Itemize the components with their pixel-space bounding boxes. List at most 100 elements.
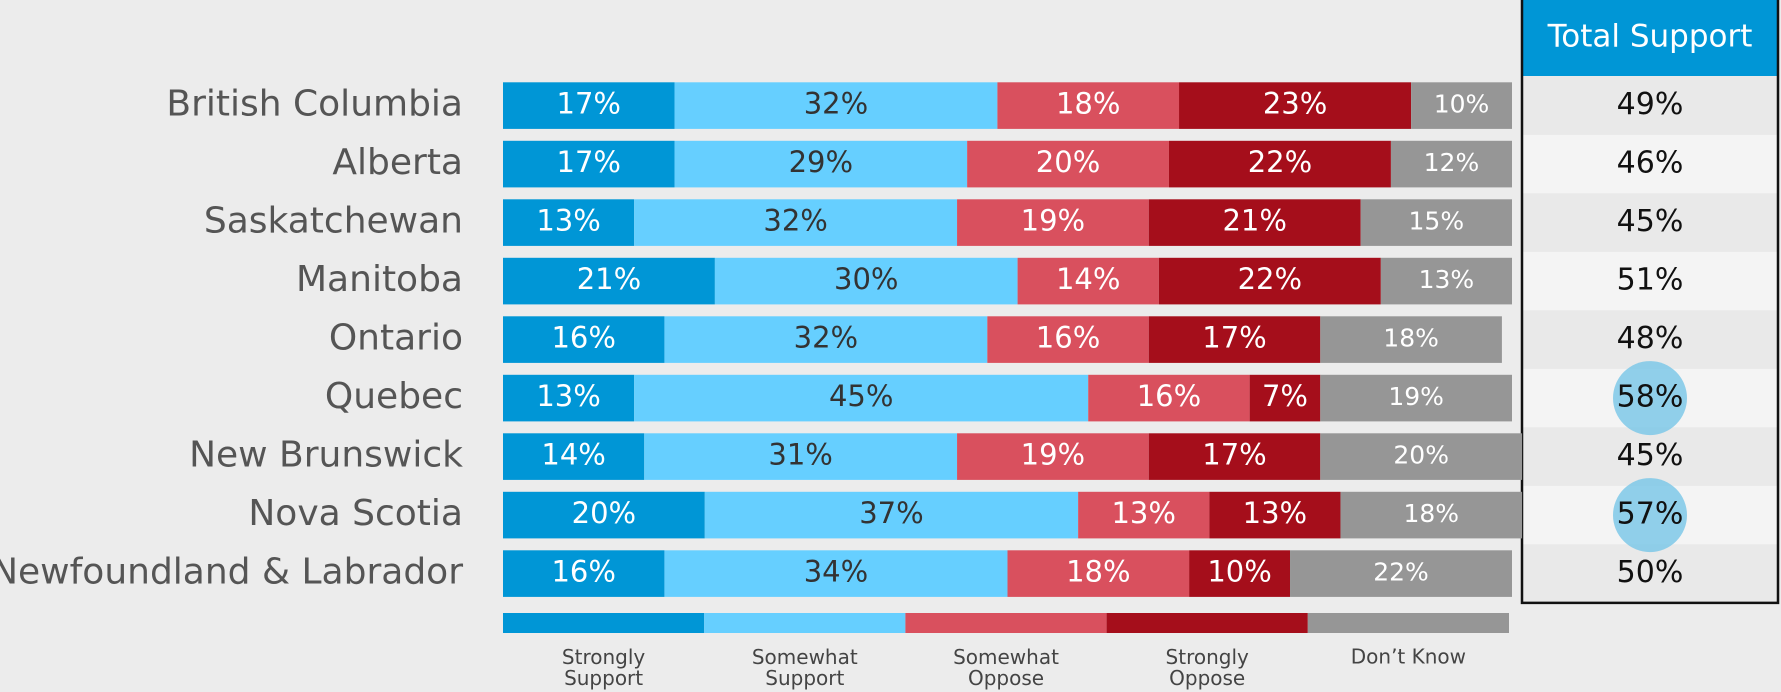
bar-segment [664,316,988,363]
data-label: 21% [577,262,641,296]
table-row-bg [1522,134,1778,194]
row-label: Manitoba [296,259,463,300]
data-label: 15% [1409,207,1465,236]
row-label: Ontario [329,318,463,359]
data-label: 17% [1202,321,1266,355]
legend-swatch [905,613,1107,633]
bar-segment [503,140,675,188]
data-label: 14% [1056,262,1120,296]
data-label: 13% [536,379,600,413]
table-row-bg [1522,76,1778,135]
data-label: 32% [763,204,827,238]
data-label: 32% [794,321,858,355]
bar-segment [714,257,1018,305]
data-label: 32% [804,87,868,121]
data-label: 31% [768,438,832,472]
data-label: 30% [834,262,898,296]
table-value: 45% [1617,204,1684,239]
data-label: 16% [551,555,615,589]
data-label: 23% [1263,87,1327,121]
bar-segment [1390,140,1512,188]
data-label: 45% [829,379,893,413]
data-label: 18% [1056,87,1120,121]
bar-segment [957,199,1149,246]
table-value: 50% [1617,555,1684,590]
legend-label: Don’t Know [1351,645,1466,669]
data-label: 22% [1238,262,1302,296]
bar-segment [967,140,1169,188]
table-value: 57% [1617,497,1684,532]
bar-segment [1148,433,1321,480]
bar-segment [503,257,715,305]
bar-segment [1148,199,1361,246]
bar-segment [1249,374,1321,422]
legend-swatch [503,613,705,633]
row-label: Quebec [325,376,463,417]
data-label: 13% [1243,496,1307,530]
bar-segment [1017,257,1159,305]
bar-segment [1209,491,1341,539]
data-label: 34% [804,555,868,589]
bar-segment [1088,374,1250,422]
bar-segment [997,82,1180,129]
bar-segment [503,316,665,363]
highlight [1613,361,1687,436]
bar-segment [1189,550,1291,597]
data-label: 16% [1137,379,1201,413]
data-label: 13% [1111,496,1175,530]
legend-label: Somewhat Support [752,645,858,690]
data-label: 10% [1207,555,1271,589]
legend-label: Strongly Oppose [1166,645,1249,690]
data-label: 18% [1383,324,1439,353]
row-label: Saskatchewan [204,201,463,242]
bar-segment [664,550,1008,597]
row-label: Alberta [332,142,463,183]
table-row-bg [1522,544,1778,603]
bar-segment [1320,374,1512,422]
bar-segment [1179,82,1412,129]
data-label: 19% [1021,204,1085,238]
data-label: 20% [1036,145,1100,179]
data-label: 14% [541,438,605,472]
bar-segment [1158,257,1381,305]
bar-segment [674,140,968,188]
table-row-bg [1522,427,1778,486]
bar-segment [1380,257,1512,305]
table-row-bg [1522,310,1778,369]
bar-segment [1411,82,1512,129]
bar-segment [1320,316,1502,363]
data-label: 37% [859,496,923,530]
table-value: 48% [1617,321,1684,356]
bar-segment [1078,491,1210,539]
table-border [1520,0,1780,605]
legend-label: Strongly Support [562,645,645,690]
table-value: 58% [1617,380,1684,415]
data-label: 20% [1393,441,1449,470]
data-label: 29% [789,145,853,179]
table-row-bg [1522,193,1778,252]
data-label: 18% [1403,499,1459,528]
row-label: British Columbia [166,84,463,125]
bar-segment [1340,491,1523,539]
bar-segment [1148,316,1321,363]
bar-segment [1360,199,1512,246]
table-value: 49% [1617,87,1684,122]
data-label: 13% [1419,265,1475,294]
data-label: 20% [572,496,636,530]
table-value: 45% [1617,438,1684,473]
data-label: 13% [536,204,600,238]
data-label: 17% [557,87,621,121]
data-label: 17% [1202,438,1266,472]
data-label: 21% [1222,204,1286,238]
bar-segment [503,374,635,422]
legend-label: Somewhat Oppose [953,645,1059,690]
data-label: 16% [1036,321,1100,355]
legend-swatch [1307,613,1509,633]
table-value: 51% [1617,263,1684,298]
bar-segment [1007,550,1190,597]
legend-swatch [1106,613,1308,633]
data-label: 7% [1262,379,1308,413]
bar-segment [1168,140,1391,188]
